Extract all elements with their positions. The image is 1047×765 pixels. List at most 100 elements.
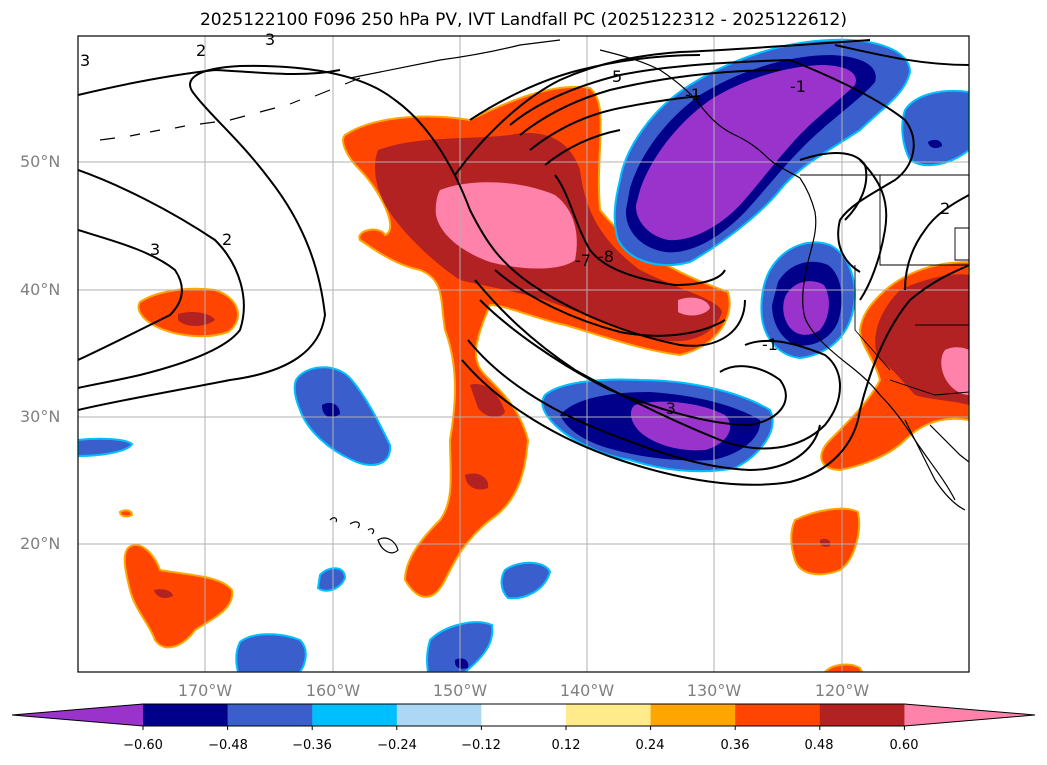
colorbar-extend-min [12, 704, 143, 726]
alaska-panhandle [599, 49, 801, 179]
negative-region-patch-1 [316, 567, 347, 592]
colorbar-segment [735, 704, 821, 726]
contour-line [544, 129, 621, 166]
contour-line [904, 194, 969, 291]
contour-line [859, 159, 888, 301]
alaska-coast [349, 39, 561, 79]
negative-region-hawaii-north [293, 366, 392, 466]
contour-line [467, 339, 821, 472]
contour-line [469, 54, 701, 121]
lon-label-160w: 160°W [305, 681, 361, 700]
lon-label-150w: 150°W [432, 681, 488, 700]
contour-label: 3 [80, 51, 90, 70]
positive-region-main-arm [470, 384, 505, 417]
contour-labels: 3 2 3 2 3 5 -1 -1 -8 -7 -3 -1 2 [80, 30, 950, 418]
positive-region-main-core [435, 182, 577, 269]
colorbar-segment [481, 704, 567, 726]
bc-coast [799, 177, 817, 263]
colorbar-segment [396, 704, 482, 726]
contour-line [529, 95, 701, 151]
negative-region-north-core [635, 65, 856, 241]
contour-label: 2 [196, 41, 206, 60]
contour-line [78, 68, 341, 96]
hawaiian-islands [329, 517, 399, 554]
contour-label: 5 [612, 67, 622, 86]
negative-region-northeast-inner [928, 139, 942, 149]
colorbar-tick-label: 0.60 [889, 738, 919, 753]
negative-region-patch-2 [500, 561, 552, 600]
contour-label: -1 [790, 77, 806, 96]
negative-region-patch-4 [235, 633, 307, 672]
positive-region-bottom-edge [823, 663, 864, 672]
contour-label: -3 [660, 399, 676, 418]
lon-label-130w: 130°W [686, 681, 742, 700]
colorbar-tick-label: 0.48 [804, 738, 834, 753]
map-frame [77, 35, 970, 673]
contour-line [834, 44, 969, 66]
baja-coast [904, 419, 966, 511]
lon-label-140w: 140°W [559, 681, 615, 700]
mainland-mexico [929, 424, 969, 463]
lat-label-30n: 30°N [20, 407, 61, 426]
contour-line [479, 299, 787, 427]
coastlines [99, 39, 969, 511]
positive-region-california-core [941, 347, 969, 395]
contour-label: 2 [940, 199, 950, 218]
west-coast-us [802, 261, 956, 501]
colorbar-tick-label: −0.12 [461, 738, 501, 753]
contour-line [799, 152, 868, 221]
colorbar-tick-label: −0.60 [123, 738, 163, 753]
contour-label: 2 [222, 230, 232, 249]
colorbar-tick-label: 0.24 [635, 738, 665, 753]
colorbar-segment [650, 704, 736, 726]
lon-label-120w: 120°W [814, 681, 870, 700]
contour-line [474, 279, 841, 450]
positive-region-tail-core [678, 297, 710, 316]
contour-label: 3 [150, 240, 160, 259]
contour-label: -1 [762, 335, 778, 354]
lat-label-20n: 20°N [20, 534, 61, 553]
colorbar-extend-max [904, 704, 1035, 726]
negative-region-south-core [630, 401, 731, 451]
negative-region-west-edge [78, 437, 134, 458]
contour-line [519, 69, 781, 136]
contour-label: -7 [575, 251, 591, 270]
lon-label-170w: 170°W [177, 681, 233, 700]
colorbar-segment [143, 704, 229, 726]
colorbar-segment [566, 704, 652, 726]
colorbar-tick-label: −0.48 [208, 738, 248, 753]
colorbar [11, 703, 1036, 730]
colorbar-tick-label: 0.12 [551, 738, 581, 753]
colorbar-tick-label: −0.36 [292, 738, 332, 753]
lat-label-40n: 40°N [20, 280, 61, 299]
aleutian-chain [99, 77, 361, 141]
positive-region-southeast-inner [819, 538, 831, 547]
colorbar-segment [312, 704, 398, 726]
negative-region-northeast [901, 89, 969, 167]
contour-label: -1 [685, 85, 701, 104]
political-borders [800, 174, 969, 396]
negative-region-hawaii-north-inner [322, 402, 340, 418]
contour-label: 3 [265, 30, 275, 49]
lat-label-50n: 50°N [20, 152, 61, 171]
positive-region-arm-blob [465, 473, 489, 490]
contour-line [509, 59, 791, 126]
contour-line [454, 39, 871, 176]
colorbar-segment [819, 704, 905, 726]
contour-line [789, 59, 915, 273]
map-title: 2025122100 F096 250 hPa PV, IVT Landfall… [199, 10, 847, 30]
colorbar-tick-label: 0.36 [720, 738, 750, 753]
colorbar-tick-label: −0.24 [377, 738, 417, 753]
contour-line [78, 64, 746, 411]
contour-line [78, 229, 183, 361]
contour-line [78, 169, 245, 389]
colorbar-segment [227, 704, 313, 726]
pv-contours [78, 39, 969, 486]
positive-region-tiny [118, 509, 134, 518]
positive-region-southwest-inner [154, 589, 173, 598]
positive-region-west-inner [178, 312, 215, 326]
shaded-fields [78, 38, 969, 672]
negative-region-patch-3-inner [454, 658, 469, 669]
contour-line [554, 174, 726, 287]
